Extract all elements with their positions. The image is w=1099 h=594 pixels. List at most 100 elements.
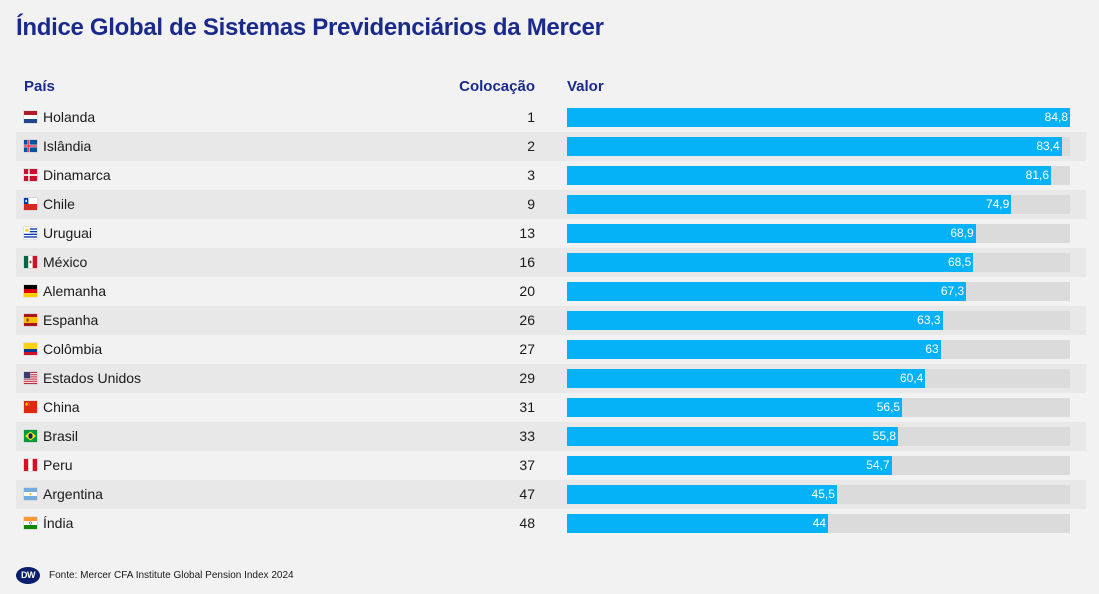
bar-track: 54,7 bbox=[567, 456, 1070, 475]
rank-label: 16 bbox=[519, 254, 535, 270]
source-text: Fonte: Mercer CFA Institute Global Pensi… bbox=[49, 569, 294, 581]
country-label: China bbox=[43, 399, 80, 415]
argentina-flag-icon bbox=[24, 488, 37, 500]
bar-track: 68,9 bbox=[567, 224, 1070, 243]
table-row: Estados Unidos 29 60,4 bbox=[16, 364, 1086, 393]
bar-track: 68,5 bbox=[567, 253, 1070, 272]
china-flag-icon bbox=[24, 401, 37, 413]
germany-flag-icon bbox=[24, 285, 37, 297]
bar-track: 74,9 bbox=[567, 195, 1070, 214]
bar: 74,9 bbox=[567, 195, 1012, 214]
country-label: Espanha bbox=[43, 312, 99, 328]
bar-track: 67,3 bbox=[567, 282, 1070, 301]
bar-value-label: 55,8 bbox=[872, 429, 896, 443]
table-row: Chile 9 74,9 bbox=[16, 190, 1086, 219]
bar: 84,8 bbox=[567, 108, 1070, 127]
table-row: Holanda 1 84,8 bbox=[16, 103, 1086, 132]
bar-value-label: 56,5 bbox=[876, 400, 901, 414]
country-label: Colômbia bbox=[43, 341, 103, 357]
bar-track: 56,5 bbox=[567, 398, 1070, 417]
rank-label: 2 bbox=[527, 138, 535, 154]
table-row: Dinamarca 3 81,6 bbox=[16, 161, 1086, 190]
rank-label: 26 bbox=[519, 312, 535, 328]
netherlands-flag-icon bbox=[24, 111, 37, 123]
bar-value-label: 83,4 bbox=[1036, 139, 1060, 153]
rank-label: 9 bbox=[527, 196, 535, 212]
bar: 67,3 bbox=[567, 282, 967, 301]
bar-value-label: 63 bbox=[925, 342, 939, 356]
bar: 54,7 bbox=[567, 456, 892, 475]
table-row: China 31 56,5 bbox=[16, 393, 1086, 422]
bar: 68,9 bbox=[567, 224, 976, 243]
bar-track: 63 bbox=[567, 340, 1070, 359]
rank-label: 31 bbox=[519, 399, 535, 415]
bar-table: Holanda 1 84,8 Islândia 2 83,4 Dinamarca 3 81,6 C… bbox=[16, 103, 1086, 538]
country-label: Brasil bbox=[43, 428, 79, 444]
bar-track: 44 bbox=[567, 514, 1070, 533]
bar-track: 83,4 bbox=[567, 137, 1070, 156]
table-row: Peru 37 54,7 bbox=[16, 451, 1086, 480]
bar: 44 bbox=[567, 514, 828, 533]
bar: 56,5 bbox=[567, 398, 903, 417]
bar-track: 45,5 bbox=[567, 485, 1070, 504]
table-row: Uruguai 13 68,9 bbox=[16, 219, 1086, 248]
bar-track: 84,8 bbox=[567, 108, 1070, 127]
bar: 83,4 bbox=[567, 137, 1062, 156]
bar-value-label: 54,7 bbox=[866, 458, 890, 472]
bar-value-label: 81,6 bbox=[1025, 168, 1049, 182]
bar: 63,3 bbox=[567, 311, 943, 330]
bar-track: 60,4 bbox=[567, 369, 1070, 388]
rank-label: 27 bbox=[519, 341, 535, 357]
country-label: Holanda bbox=[43, 109, 96, 125]
bar-value-label: 84,8 bbox=[1044, 110, 1068, 124]
uruguay-flag-icon bbox=[24, 227, 37, 239]
table-row: Argentina 47 45,5 bbox=[16, 480, 1086, 509]
bar-value-label: 44 bbox=[812, 516, 826, 530]
iceland-flag-icon bbox=[24, 140, 37, 152]
country-label: Estados Unidos bbox=[43, 370, 142, 386]
bar: 45,5 bbox=[567, 485, 837, 504]
header-country: País bbox=[24, 78, 55, 95]
bar-value-label: 60,4 bbox=[899, 371, 924, 385]
brazil-flag-icon bbox=[24, 430, 37, 442]
source-footer: DW Fonte: Mercer CFA Institute Global Pe… bbox=[16, 566, 294, 584]
bar-value-label: 68,9 bbox=[950, 226, 974, 240]
country-label: Peru bbox=[43, 457, 73, 473]
spain-flag-icon bbox=[24, 314, 37, 326]
bar-value-label: 45,5 bbox=[811, 487, 835, 501]
denmark-flag-icon bbox=[24, 169, 37, 181]
table-row: Índia 48 44 bbox=[16, 509, 1086, 538]
rank-label: 3 bbox=[527, 167, 535, 183]
bar-track: 63,3 bbox=[567, 311, 1070, 330]
bar: 60,4 bbox=[567, 369, 926, 388]
bar-track: 55,8 bbox=[567, 427, 1070, 446]
rank-label: 48 bbox=[519, 515, 535, 531]
country-label: Uruguai bbox=[43, 225, 93, 241]
chart-title: Índice Global de Sistemas Previdenciário… bbox=[16, 14, 604, 41]
bar-value-label: 68,5 bbox=[947, 255, 972, 269]
mexico-flag-icon bbox=[24, 256, 37, 268]
country-label: Índia bbox=[43, 515, 74, 531]
chile-flag-icon bbox=[24, 198, 37, 210]
dw-logo-icon: DW bbox=[16, 566, 40, 584]
country-label: Alemanha bbox=[43, 283, 107, 299]
country-label: Chile bbox=[43, 196, 75, 212]
bar-value-label: 74,9 bbox=[985, 197, 1010, 211]
table-row: Alemanha 20 67,3 bbox=[16, 277, 1086, 306]
header-value: Valor bbox=[567, 78, 604, 95]
table-row: Brasil 33 55,8 bbox=[16, 422, 1086, 451]
peru-flag-icon bbox=[24, 459, 37, 471]
rank-label: 13 bbox=[519, 225, 535, 241]
table-row: Colômbia 27 63 bbox=[16, 335, 1086, 364]
rank-label: 47 bbox=[519, 486, 535, 502]
table-row: México 16 68,5 bbox=[16, 248, 1086, 277]
bar-value-label: 63,3 bbox=[917, 313, 941, 327]
rank-label: 20 bbox=[519, 283, 535, 299]
country-label: Islândia bbox=[43, 138, 92, 154]
bar: 55,8 bbox=[567, 427, 898, 446]
rank-label: 1 bbox=[527, 109, 535, 125]
rank-label: 37 bbox=[519, 457, 535, 473]
bar: 63 bbox=[567, 340, 941, 359]
table-row: Espanha 26 63,3 bbox=[16, 306, 1086, 335]
bar: 68,5 bbox=[567, 253, 974, 272]
